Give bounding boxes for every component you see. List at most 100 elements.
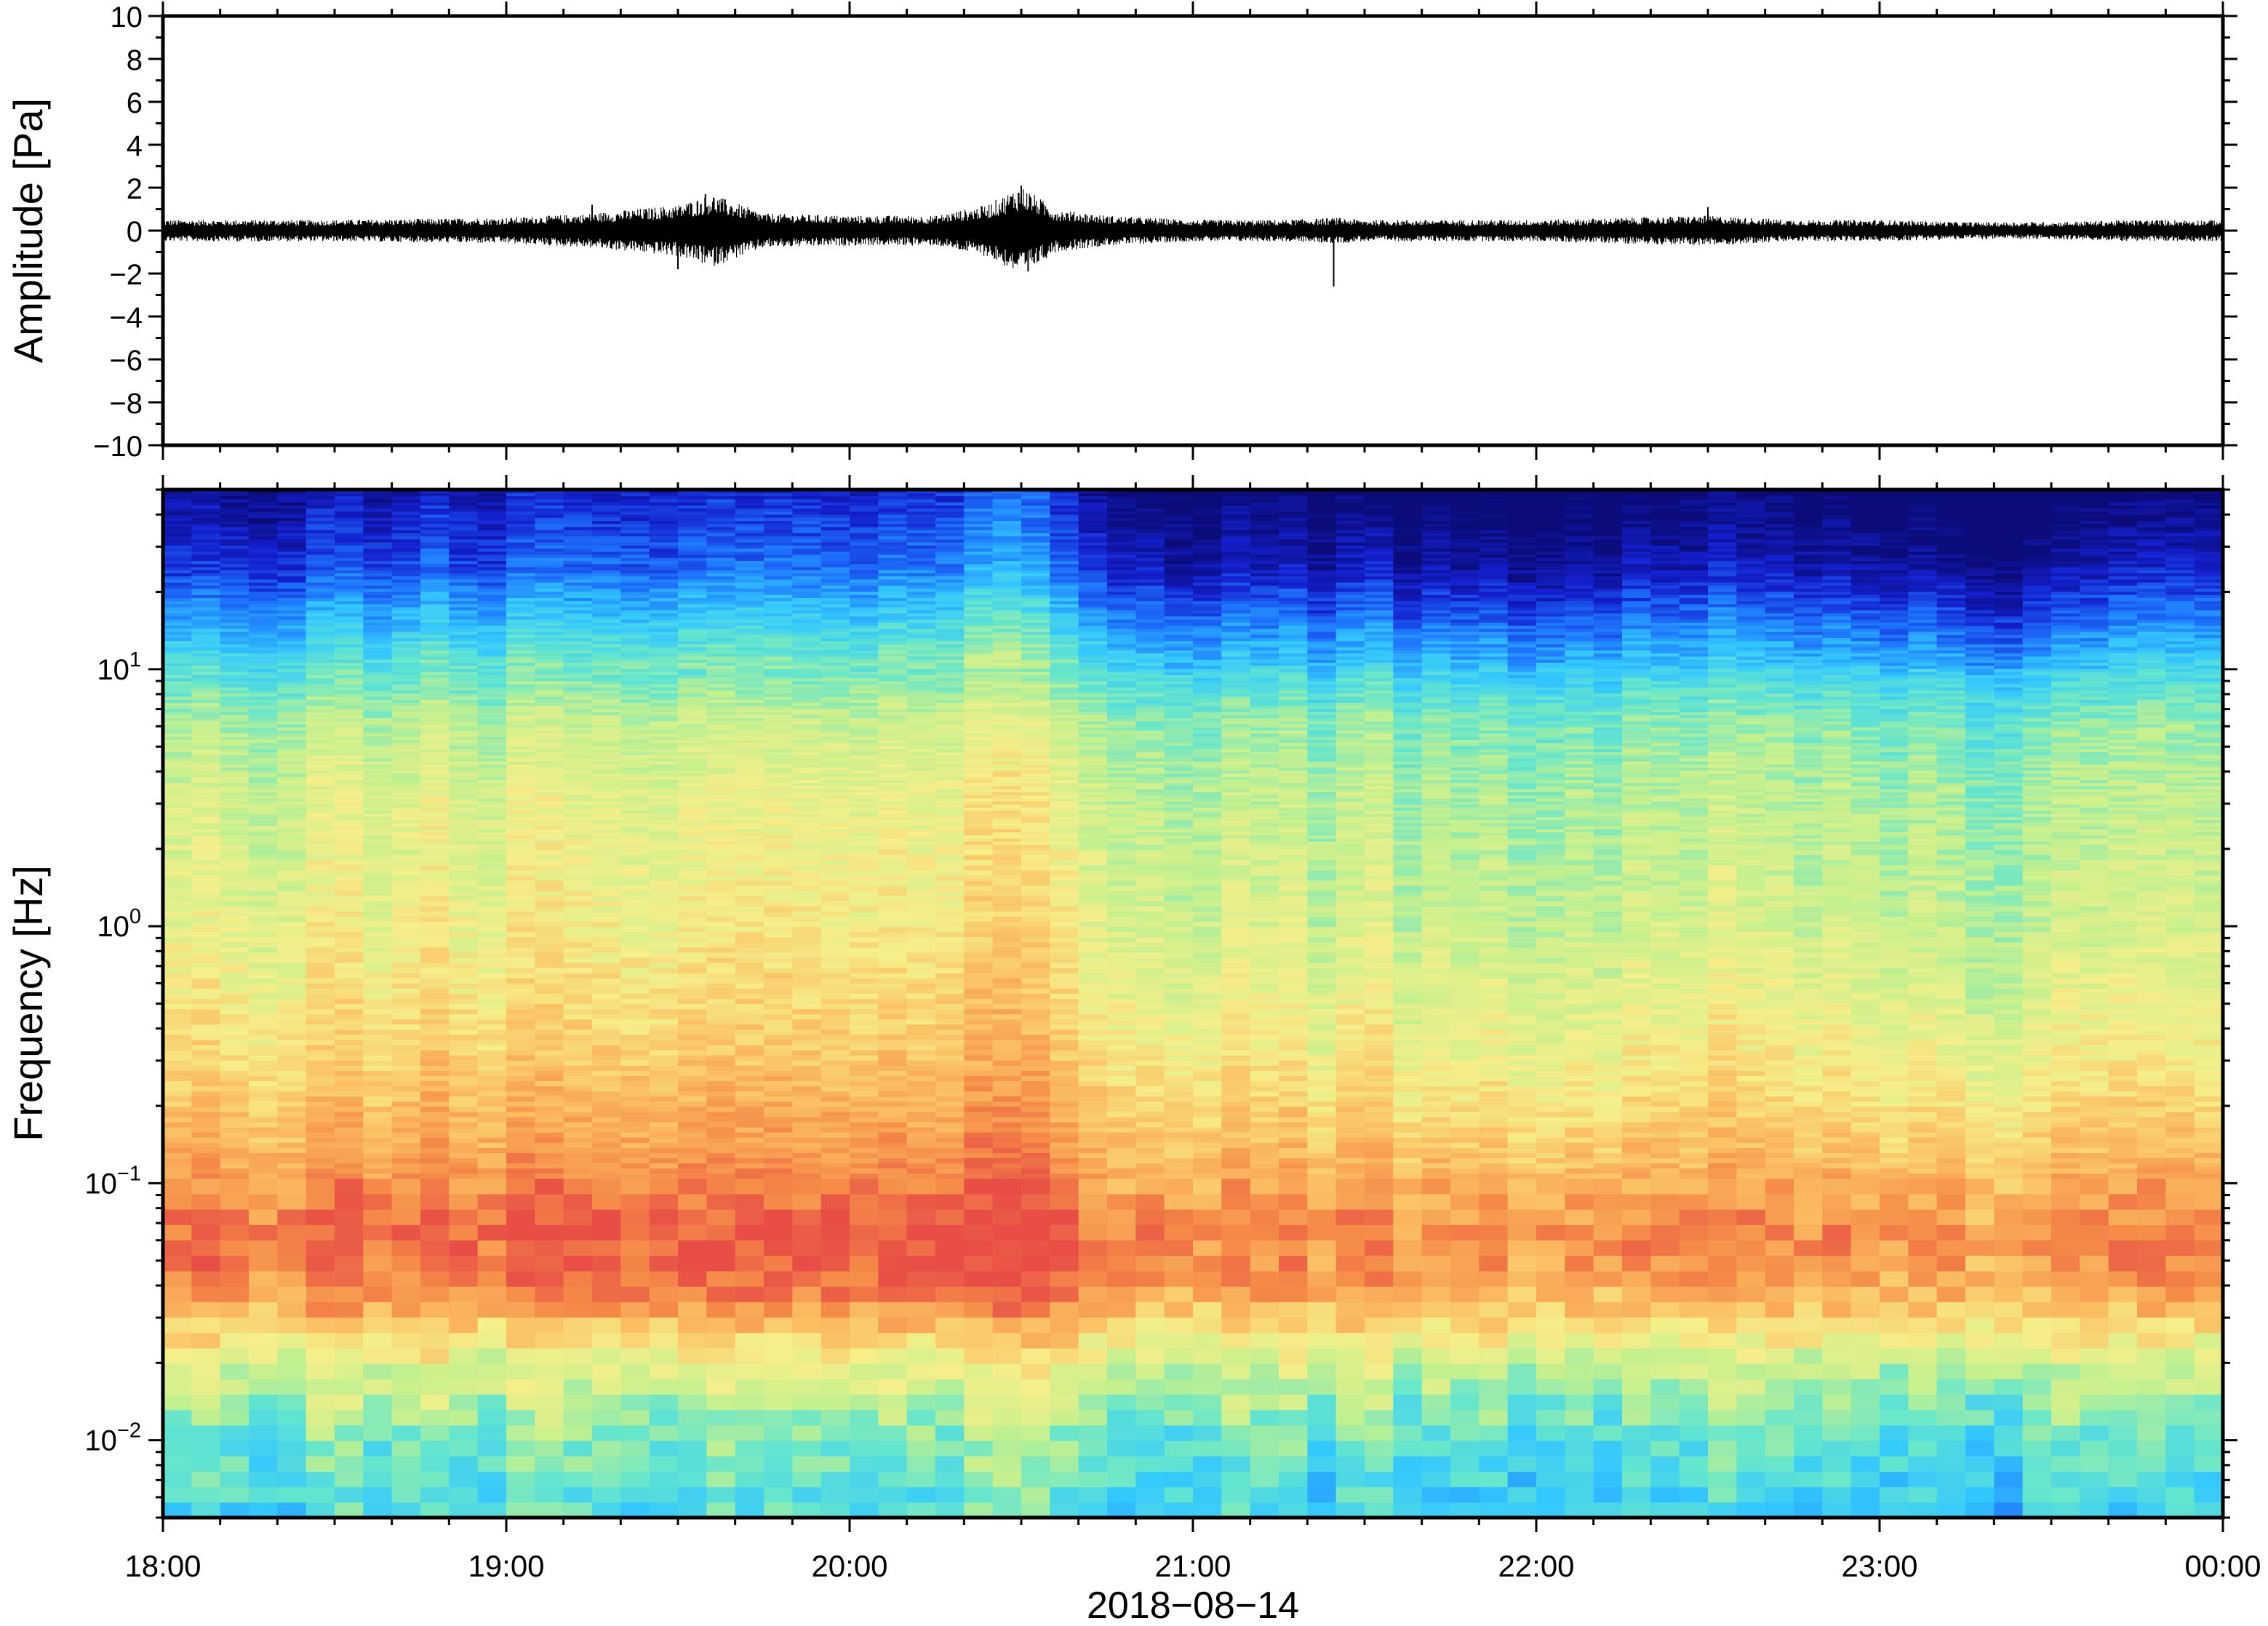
heatmap-cell xyxy=(706,758,735,762)
heatmap-cell xyxy=(392,641,421,645)
heatmap-cell xyxy=(306,733,335,737)
heatmap-cell xyxy=(335,542,364,546)
heatmap-cell xyxy=(191,786,220,789)
heatmap-cell xyxy=(335,733,364,737)
heatmap-cell xyxy=(506,1019,535,1025)
heatmap-cell xyxy=(821,844,850,850)
heatmap-cell xyxy=(592,631,621,635)
heatmap-cell xyxy=(850,1029,879,1035)
heatmap-cell xyxy=(678,798,707,802)
heatmap-cell xyxy=(249,1194,278,1210)
heatmap-cell xyxy=(392,536,421,540)
heatmap-cell xyxy=(564,727,593,730)
heatmap-cell xyxy=(277,901,306,906)
heatmap-cell xyxy=(163,978,192,984)
heatmap-cell xyxy=(220,963,249,968)
heatmap-cell xyxy=(363,826,392,829)
heatmap-cell xyxy=(620,1080,650,1086)
heatmap-cell xyxy=(792,770,821,774)
heatmap-cell xyxy=(191,1271,220,1287)
heatmap-cell xyxy=(735,604,764,607)
heatmap-cell xyxy=(706,582,735,586)
heatmap-cell xyxy=(592,709,621,712)
heatmap-cell xyxy=(420,1194,450,1210)
heatmap-cell xyxy=(650,823,679,826)
heatmap-cell xyxy=(449,724,478,728)
heatmap-cell xyxy=(335,536,364,540)
heatmap-cell xyxy=(392,712,421,715)
heatmap-cell xyxy=(249,973,278,979)
heatmap-cell xyxy=(277,1122,306,1128)
heatmap-cell xyxy=(506,841,535,845)
heatmap-cell xyxy=(191,1379,220,1395)
heatmap-cell xyxy=(706,576,735,580)
heatmap-cell xyxy=(478,724,507,728)
heatmap-cell xyxy=(220,527,249,530)
heatmap-cell xyxy=(478,1194,507,1210)
heatmap-cell xyxy=(564,911,593,917)
heatmap-cell xyxy=(191,508,220,511)
heatmap-cell xyxy=(592,1055,621,1061)
heatmap-cell xyxy=(220,536,249,540)
heatmap-cell xyxy=(620,573,650,576)
heatmap-cell xyxy=(535,570,564,573)
heatmap-cell xyxy=(735,988,764,994)
heatmap-cell xyxy=(620,712,650,715)
heatmap-cell xyxy=(249,1045,278,1051)
heatmap-cell xyxy=(392,1152,421,1158)
heatmap-cell xyxy=(335,798,364,802)
heatmap-cell xyxy=(506,952,535,958)
heatmap-cell xyxy=(821,1065,850,1071)
heatmap-cell xyxy=(420,776,450,780)
heatmap-cell xyxy=(363,626,392,629)
heatmap-cell xyxy=(850,758,879,762)
heatmap-cell xyxy=(678,690,707,694)
heatmap-cell xyxy=(535,681,564,685)
heatmap-cell xyxy=(277,911,306,917)
heatmap-cell xyxy=(478,1086,507,1092)
heatmap-cell xyxy=(392,570,421,573)
heatmap-cell xyxy=(306,589,335,592)
heatmap-cell xyxy=(706,659,735,663)
heatmap-cell xyxy=(420,718,450,722)
heatmap-cell xyxy=(592,530,621,533)
heatmap-cell xyxy=(706,499,735,503)
heatmap-cell xyxy=(620,1487,650,1503)
heatmap-cell xyxy=(506,613,535,617)
heatmap-cell xyxy=(821,594,850,598)
heatmap-cell xyxy=(392,613,421,617)
heatmap-cell xyxy=(764,1379,793,1395)
heatmap-cell xyxy=(363,875,392,881)
heatmap-cell xyxy=(792,1024,821,1030)
heatmap-cell xyxy=(592,527,621,530)
heatmap-cell xyxy=(792,637,821,641)
heatmap-cell xyxy=(220,752,249,755)
heatmap-cell xyxy=(363,567,392,570)
heatmap-cell xyxy=(191,792,220,795)
heatmap-cell xyxy=(392,921,421,927)
heatmap-cell xyxy=(821,1168,850,1174)
heatmap-cell xyxy=(420,804,450,808)
heatmap-cell xyxy=(306,502,335,506)
heatmap-cell xyxy=(535,1379,564,1395)
heatmap-cell xyxy=(764,1348,793,1364)
heatmap-cell xyxy=(478,978,507,984)
heatmap-cell xyxy=(535,493,564,496)
heatmap-cell xyxy=(163,776,192,780)
heatmap-cell xyxy=(392,573,421,576)
heatmap-cell xyxy=(592,947,621,953)
heatmap-cell xyxy=(249,993,278,999)
heatmap-cell xyxy=(420,573,450,576)
heatmap-cell xyxy=(735,1122,764,1128)
heatmap-cell xyxy=(478,932,507,938)
heatmap-cell xyxy=(764,1142,793,1148)
heatmap-cell xyxy=(163,1014,192,1020)
heatmap-cell xyxy=(277,776,306,780)
heatmap-cell xyxy=(249,585,278,589)
heatmap-cell xyxy=(449,1142,478,1148)
heatmap-cell xyxy=(564,585,593,589)
heatmap-cell xyxy=(335,1024,364,1030)
heatmap-cell xyxy=(792,495,821,499)
heatmap-cell xyxy=(706,585,735,589)
